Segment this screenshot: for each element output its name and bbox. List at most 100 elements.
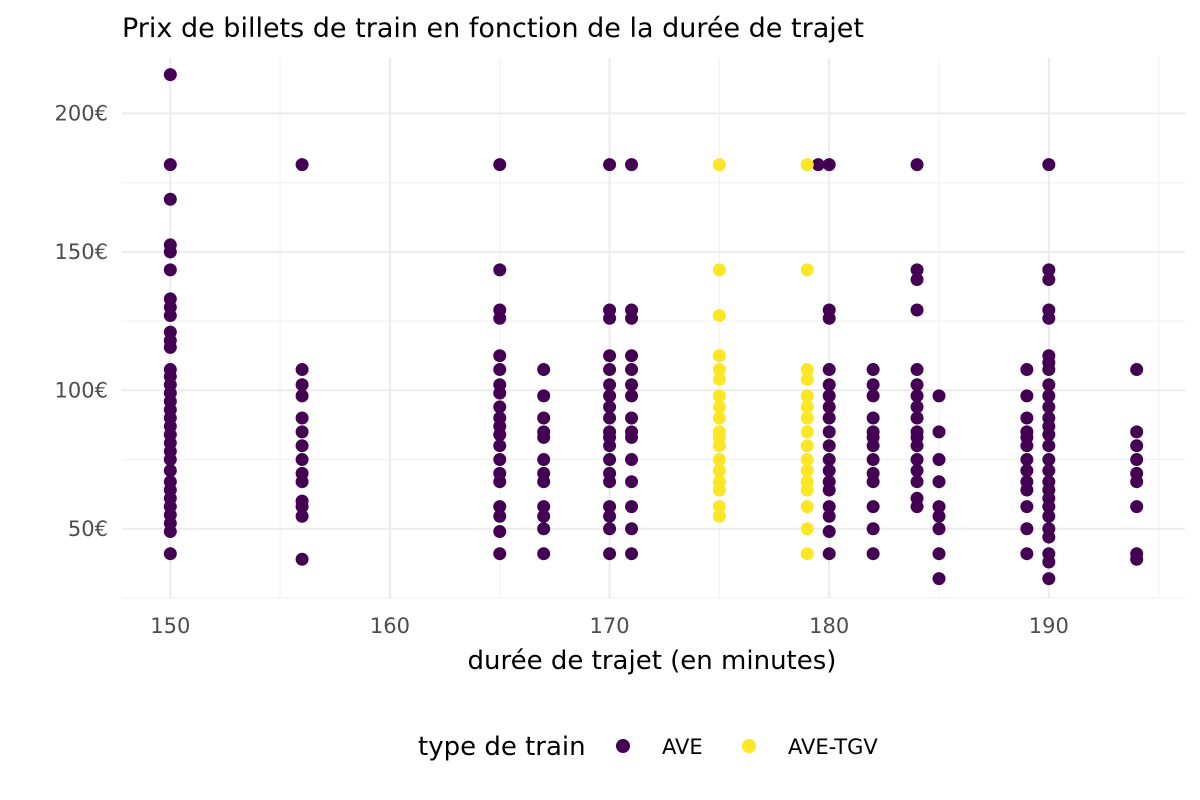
data-point-ave	[163, 525, 177, 539]
data-point-ave	[1042, 530, 1056, 544]
data-point-ave	[866, 439, 880, 453]
data-point-ave	[1020, 363, 1034, 377]
data-point-ave	[866, 453, 880, 467]
data-point-ave	[822, 547, 836, 561]
data-point-ave	[163, 340, 177, 354]
data-point-ave	[625, 158, 639, 172]
data-point-ave	[493, 349, 507, 363]
data-point-ave	[295, 439, 309, 453]
data-point-ave	[822, 500, 836, 514]
data-point-ave	[295, 389, 309, 403]
y-axis-ticks: 50€ 100€ 150€ 200€	[55, 101, 108, 540]
data-point-ave	[1042, 400, 1056, 414]
data-point-ave	[537, 509, 551, 523]
x-tick-label: 180	[809, 614, 849, 638]
y-tick-label: 150€	[55, 240, 108, 264]
data-point-ave	[910, 500, 924, 514]
data-point-ave	[1042, 158, 1056, 172]
data-point-ave	[1020, 483, 1034, 497]
data-point-ave-tgv	[800, 522, 814, 536]
data-point-ave-tgv	[712, 349, 726, 363]
data-point-ave	[537, 500, 551, 514]
data-point-ave	[822, 389, 836, 403]
data-point-ave	[1042, 428, 1056, 442]
data-point-ave	[537, 411, 551, 425]
chart-title: Prix de billets de train en fonction de …	[122, 13, 864, 44]
data-point-ave	[625, 430, 639, 444]
data-point-ave	[932, 572, 946, 586]
data-point-ave	[163, 309, 177, 323]
data-point-ave	[1042, 509, 1056, 523]
y-tick-label: 200€	[55, 101, 108, 125]
data-point-ave	[1042, 464, 1056, 478]
x-tick-label: 190	[1029, 614, 1069, 638]
data-point-ave	[866, 475, 880, 489]
data-point-ave	[866, 411, 880, 425]
x-tick-label: 170	[590, 614, 630, 638]
data-point-ave	[603, 475, 617, 489]
data-point-ave-tgv	[712, 464, 726, 478]
data-point-ave	[295, 509, 309, 523]
data-point-ave	[1130, 552, 1144, 566]
data-point-ave	[910, 439, 924, 453]
data-point-ave	[1020, 522, 1034, 536]
data-point-ave-tgv	[712, 158, 726, 172]
x-axis-title: durée de trajet (en minutes)	[468, 646, 837, 676]
data-point-ave	[603, 378, 617, 392]
data-point-ave-tgv	[712, 439, 726, 453]
data-point-ave	[603, 311, 617, 325]
data-point-ave-tgv	[800, 411, 814, 425]
data-point-ave-tgv	[712, 400, 726, 414]
data-point-ave	[603, 411, 617, 425]
data-point-ave	[163, 245, 177, 259]
x-tick-label: 160	[370, 614, 410, 638]
data-point-ave	[625, 311, 639, 325]
data-point-ave	[822, 425, 836, 439]
data-point-ave	[1130, 439, 1144, 453]
data-point-ave	[1042, 389, 1056, 403]
data-point-ave	[537, 522, 551, 536]
data-point-ave	[1042, 439, 1056, 453]
data-points	[163, 68, 1144, 586]
data-point-ave	[910, 303, 924, 317]
data-point-ave-tgv	[800, 389, 814, 403]
x-axis-ticks: 150 160 170 180 190	[150, 614, 1069, 638]
data-point-ave	[537, 389, 551, 403]
data-point-ave	[1020, 464, 1034, 478]
data-point-ave	[1042, 363, 1056, 377]
data-point-ave	[625, 363, 639, 377]
data-point-ave	[163, 68, 177, 82]
data-point-ave	[932, 425, 946, 439]
data-point-ave-tgv	[712, 453, 726, 467]
data-point-ave	[493, 263, 507, 277]
data-point-ave	[1130, 500, 1144, 514]
data-point-ave	[811, 158, 825, 172]
data-point-ave	[625, 389, 639, 403]
data-point-ave	[1042, 572, 1056, 586]
data-point-ave	[163, 192, 177, 206]
data-point-ave	[932, 453, 946, 467]
data-point-ave	[910, 273, 924, 287]
data-point-ave	[822, 311, 836, 325]
data-point-ave	[625, 500, 639, 514]
data-point-ave	[493, 439, 507, 453]
data-point-ave	[603, 453, 617, 467]
data-point-ave	[493, 363, 507, 377]
data-point-ave-tgv	[800, 547, 814, 561]
data-point-ave	[1042, 555, 1056, 569]
data-point-ave-tgv	[800, 363, 814, 377]
data-point-ave	[866, 500, 880, 514]
data-point-ave	[537, 430, 551, 444]
data-point-ave-tgv	[800, 400, 814, 414]
data-point-ave	[822, 378, 836, 392]
data-point-ave	[822, 363, 836, 377]
legend-label-ave: AVE	[662, 735, 703, 759]
data-point-ave	[295, 552, 309, 566]
legend-title: type de train	[418, 732, 586, 762]
data-point-ave-tgv	[800, 483, 814, 497]
data-point-ave	[822, 453, 836, 467]
data-point-ave	[822, 411, 836, 425]
data-point-ave	[625, 475, 639, 489]
data-point-ave	[822, 483, 836, 497]
y-tick-label: 100€	[55, 378, 108, 402]
